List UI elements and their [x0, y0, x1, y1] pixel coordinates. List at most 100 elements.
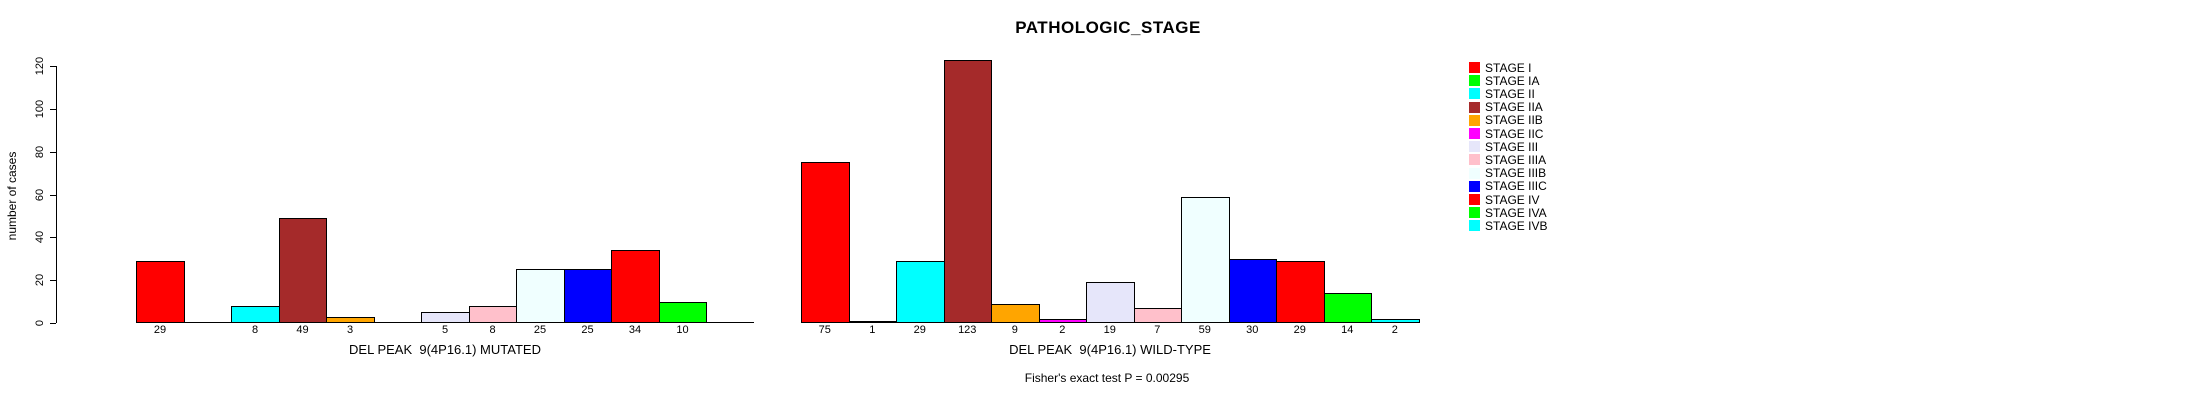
bar-count-label: 29 [1293, 324, 1306, 336]
bar-stage-iiic [1228, 259, 1277, 323]
bar-stage-iiib [516, 269, 565, 323]
legend-swatch-icon [1469, 101, 1480, 113]
legend-swatch-icon [1469, 154, 1480, 166]
y-tick-label: 20 [34, 273, 46, 287]
legend-label: STAGE IV [1485, 192, 1540, 207]
bar-stage-iib [326, 317, 375, 323]
bar-stage-ia [848, 321, 897, 323]
legend-label: STAGE II [1485, 86, 1535, 101]
legend-label: STAGE III [1485, 139, 1539, 154]
y-tick-mark [50, 65, 56, 67]
legend-label: STAGE IIB [1485, 113, 1543, 128]
bar-count-label: 8 [489, 324, 496, 336]
bar-stage-iii [1086, 282, 1135, 323]
legend-swatch-icon [1469, 180, 1480, 192]
fisher-test-annotation: Fisher's exact test P = 0.00295 [1024, 371, 1190, 385]
legend-swatch-icon [1469, 128, 1480, 139]
bar-stage-iiic [563, 269, 613, 323]
y-tick-mark [50, 236, 56, 238]
legend-item-stage-iiia: STAGE IIIA [1469, 153, 1546, 166]
legend-label: STAGE IVB [1485, 218, 1548, 233]
legend-item-stage-iic: STAGE IIC [1469, 127, 1543, 140]
legend-item-stage-ivb: STAGE IVB [1469, 219, 1547, 232]
legend-swatch-icon [1469, 75, 1480, 87]
y-axis-title: number of cases [5, 151, 19, 241]
legend-item-stage-i: STAGE I [1469, 61, 1531, 74]
y-tick-label: 120 [34, 56, 46, 76]
bar-count-label: 30 [1246, 324, 1259, 336]
bar-count-label: 49 [296, 324, 309, 336]
group-label-wild-type: DEL PEAK 9(4P16.1) WILD-TYPE [1009, 342, 1211, 357]
y-tick-mark [50, 194, 56, 196]
y-axis-line [56, 66, 57, 323]
legend-item-stage-iib: STAGE IIB [1469, 114, 1543, 127]
legend-swatch-icon [1469, 141, 1480, 153]
bar-count-label: 75 [818, 324, 831, 336]
y-tick-mark [50, 151, 56, 153]
legend-item-stage-iva: STAGE IVA [1469, 206, 1547, 219]
y-tick-mark [50, 322, 56, 324]
legend-label: STAGE IIIB [1485, 166, 1547, 181]
bar-stage-iv [1276, 261, 1325, 323]
legend-swatch-icon [1469, 88, 1480, 100]
legend-swatch-icon [1469, 62, 1480, 73]
bar-stage-iva [1323, 293, 1372, 323]
legend-item-stage-iv: STAGE IV [1469, 193, 1539, 206]
y-tick-mark [50, 279, 56, 281]
bar-count-label: 2 [1391, 324, 1398, 336]
legend-label: STAGE I [1485, 60, 1532, 75]
bar-stage-iia [943, 60, 992, 323]
bar-stage-iii [421, 312, 470, 323]
bar-stage-iic [1038, 319, 1087, 323]
legend-label: STAGE IIA [1485, 100, 1543, 115]
y-tick-label: 40 [34, 230, 46, 244]
legend-swatch-icon [1469, 194, 1480, 205]
bar-stage-iib [991, 304, 1040, 323]
legend-label: STAGE IIIC [1485, 179, 1547, 194]
bar-count-label: 25 [533, 324, 547, 336]
bar-count-label: 7 [1154, 324, 1161, 336]
chart-title: PATHOLOGIC_STAGE [1015, 18, 1201, 37]
y-tick-label: 80 [34, 145, 46, 159]
y-tick-mark [50, 108, 56, 110]
bar-count-label: 25 [581, 324, 594, 336]
y-tick-label: 60 [34, 188, 46, 202]
y-tick-label: 100 [34, 99, 46, 119]
bar-stage-iia [278, 218, 328, 323]
bar-stage-i [136, 261, 185, 323]
bar-count-label: 14 [1341, 324, 1354, 336]
legend-item-stage-iia: STAGE IIA [1469, 101, 1543, 114]
bar-count-label: 19 [1103, 324, 1116, 336]
bar-count-label: 9 [1011, 324, 1018, 336]
bar-stage-iiia [1133, 308, 1182, 323]
bar-stage-iiib [1181, 197, 1230, 323]
y-tick-label: 0 [34, 319, 46, 327]
legend-swatch-icon [1469, 167, 1480, 179]
bar-stage-iva [658, 302, 708, 323]
legend-item-stage-ii: STAGE II [1469, 87, 1535, 100]
legend-item-stage-iiic: STAGE IIIC [1469, 180, 1547, 193]
bar-count-label: 3 [346, 324, 354, 336]
bar-stage-ii [231, 306, 280, 323]
bar-stage-iv [611, 250, 660, 323]
bar-count-label: 34 [628, 324, 642, 336]
legend-swatch-icon [1469, 220, 1480, 232]
bar-count-label: 29 [153, 324, 167, 336]
legend-swatch-icon [1469, 114, 1480, 126]
legend-item-stage-iiib: STAGE IIIB [1469, 167, 1546, 180]
legend-label: STAGE IIC [1485, 126, 1544, 141]
bar-count-label: 2 [1059, 324, 1066, 336]
bar-count-label: 8 [251, 324, 259, 336]
bar-count-label: 1 [869, 324, 876, 336]
legend-item-stage-iii: STAGE III [1469, 140, 1538, 153]
legend-item-stage-ia: STAGE IA [1469, 74, 1539, 87]
bar-count-label: 123 [958, 324, 977, 336]
legend-label: STAGE IVA [1485, 205, 1547, 220]
bar-stage-ii [896, 261, 945, 323]
bar-count-label: 29 [913, 324, 926, 336]
bar-stage-ivb [1371, 319, 1420, 323]
bar-stage-iiia [468, 306, 518, 323]
legend-swatch-icon [1469, 207, 1480, 219]
bar-count-label: 5 [441, 324, 449, 336]
